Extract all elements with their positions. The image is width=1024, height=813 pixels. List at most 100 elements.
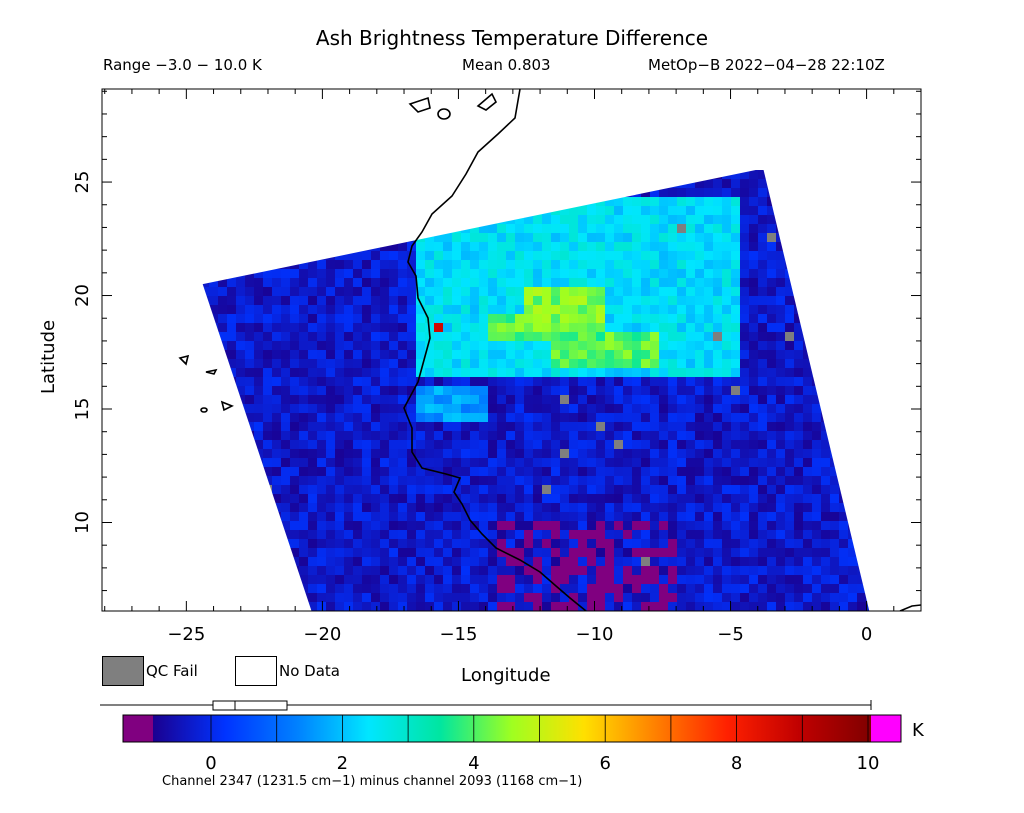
swath-pixel <box>524 530 533 539</box>
swath-pixel <box>488 332 497 341</box>
swath-pixel <box>371 215 380 224</box>
swath-pixel <box>317 485 326 494</box>
swath-pixel <box>506 476 515 485</box>
swath-pixel <box>839 584 848 593</box>
swath-pixel <box>452 602 461 611</box>
swath-pixel <box>794 296 803 305</box>
swath-pixel <box>848 350 857 359</box>
swath-pixel <box>605 395 614 404</box>
swath-pixel <box>614 458 623 467</box>
swath-pixel <box>875 350 884 359</box>
swath-pixel <box>776 512 785 521</box>
swath-pixel <box>542 413 551 422</box>
swath-pixel <box>551 314 560 323</box>
y-tick-label: 20 <box>72 284 93 307</box>
swath-pixel <box>767 359 776 368</box>
swath-pixel <box>605 278 614 287</box>
swath-pixel <box>686 260 695 269</box>
swath-pixel <box>389 395 398 404</box>
swath-pixel <box>551 575 560 584</box>
swath-pixel <box>236 512 245 521</box>
swath-pixel <box>335 323 344 332</box>
swath-pixel <box>731 494 740 503</box>
swath-pixel <box>326 323 335 332</box>
swath-pixel <box>641 332 650 341</box>
swath-pixel <box>335 476 344 485</box>
swath-pixel <box>380 269 389 278</box>
swath-pixel <box>263 458 272 467</box>
swath-pixel <box>659 287 668 296</box>
swath-pixel <box>569 503 578 512</box>
swath-pixel <box>587 206 596 215</box>
swath-pixel <box>344 422 353 431</box>
swath-pixel <box>587 458 596 467</box>
swath-pixel <box>731 377 740 386</box>
swath-pixel <box>524 485 533 494</box>
swath-pixel <box>470 197 479 206</box>
swath-pixel <box>272 476 281 485</box>
swath-pixel <box>704 593 713 602</box>
swath-pixel <box>524 305 533 314</box>
swath-pixel <box>785 431 794 440</box>
swath-pixel <box>740 422 749 431</box>
swath-pixel <box>371 449 380 458</box>
swath-pixel <box>785 215 794 224</box>
swath-pixel <box>875 449 884 458</box>
swath-pixel <box>803 512 812 521</box>
swath-pixel <box>362 206 371 215</box>
swath-pixel <box>830 404 839 413</box>
swath-pixel <box>578 494 587 503</box>
swath-pixel <box>551 512 560 521</box>
swath-pixel <box>202 332 209 341</box>
swath-pixel <box>632 287 641 296</box>
swath-pixel <box>335 548 344 557</box>
swath-pixel <box>389 170 398 179</box>
swath-pixel <box>605 557 614 566</box>
swath-pixel <box>202 269 209 278</box>
swath-pixel <box>713 233 722 242</box>
swath-pixel <box>425 548 434 557</box>
swath-pixel <box>731 287 740 296</box>
swath-pixel <box>434 521 443 530</box>
swath-pixel <box>704 413 713 422</box>
swath-pixel <box>749 395 758 404</box>
swath-pixel <box>578 458 587 467</box>
swath-pixel <box>290 233 299 242</box>
swath-pixel <box>542 575 551 584</box>
swath-pixel <box>353 485 362 494</box>
swath-pixel <box>641 215 650 224</box>
swath-pixel <box>722 323 731 332</box>
swath-pixel <box>290 287 299 296</box>
swath-pixel <box>587 314 596 323</box>
swath-pixel <box>866 188 870 197</box>
swath-pixel <box>407 368 416 377</box>
swath-pixel <box>695 593 704 602</box>
swath-pixel <box>614 476 623 485</box>
swath-pixel <box>236 305 245 314</box>
swath-pixel <box>722 350 731 359</box>
swath-pixel <box>202 242 209 251</box>
swath-pixel <box>569 476 578 485</box>
swath-pixel <box>389 332 398 341</box>
swath-pixel <box>425 278 434 287</box>
swath-pixel <box>317 278 326 287</box>
swath-pixel <box>290 332 299 341</box>
swath-pixel <box>848 530 857 539</box>
swath-pixel <box>812 485 821 494</box>
swath-pixel <box>317 269 326 278</box>
swath-pixel <box>488 404 497 413</box>
swath-pixel <box>767 521 776 530</box>
swath-pixel <box>569 341 578 350</box>
swath-pixel <box>830 242 839 251</box>
swath-pixel <box>632 395 641 404</box>
swath-pixel <box>830 251 839 260</box>
swath-pixel <box>389 494 398 503</box>
swath-pixel <box>317 575 326 584</box>
swath-pixel <box>236 575 245 584</box>
swath-pixel <box>722 314 731 323</box>
swath-pixel <box>857 233 866 242</box>
swath-pixel <box>209 224 218 233</box>
swath-pixel <box>767 224 776 233</box>
swath-pixel <box>272 521 281 530</box>
swath-pixel <box>803 215 812 224</box>
